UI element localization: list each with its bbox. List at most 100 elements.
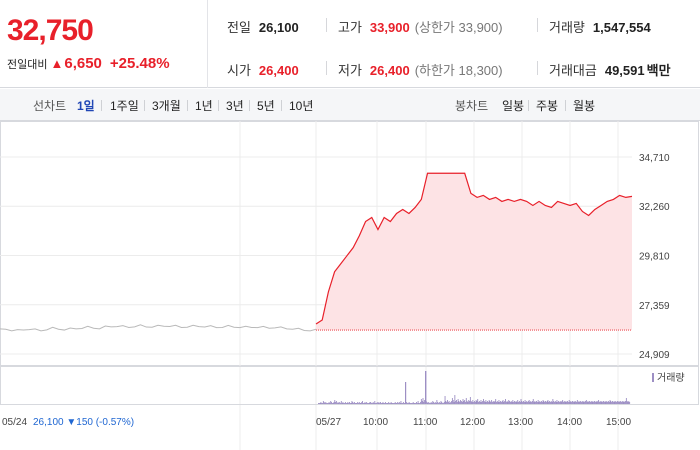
volume-legend-swatch bbox=[652, 373, 654, 382]
price-frame bbox=[0, 121, 699, 366]
candle-monthly[interactable]: 월봉 bbox=[573, 99, 596, 113]
volume-bar bbox=[536, 402, 538, 404]
volume-bar bbox=[575, 401, 577, 404]
candle-daily[interactable]: 일봉 bbox=[502, 99, 525, 113]
volume-bar bbox=[505, 399, 506, 404]
volume-bar bbox=[577, 402, 579, 404]
volume-bar bbox=[549, 401, 551, 404]
volume-bar bbox=[509, 402, 511, 404]
volume-bar bbox=[585, 400, 587, 404]
low-price: 저가 26,400 (하한가 18,300) bbox=[338, 60, 503, 79]
volume-bar bbox=[408, 402, 410, 404]
volume-bar bbox=[556, 400, 558, 404]
volume-bar bbox=[517, 400, 519, 404]
volume-bar bbox=[596, 402, 598, 404]
volume-bar bbox=[446, 402, 448, 404]
period-3m[interactable]: 3개월 bbox=[152, 99, 181, 113]
volume-bar bbox=[598, 400, 600, 404]
volume-bar bbox=[433, 402, 435, 404]
volume-bar bbox=[496, 402, 497, 404]
volume-bar bbox=[324, 403, 326, 404]
volume-bar bbox=[326, 403, 328, 404]
volume-bar bbox=[387, 403, 389, 404]
volume-bar bbox=[595, 401, 597, 404]
volume-bar bbox=[377, 403, 379, 404]
volume-bar bbox=[466, 401, 468, 404]
period-10y[interactable]: 10년 bbox=[289, 99, 314, 113]
period-1y[interactable]: 1년 bbox=[195, 99, 213, 113]
y-axis-labels: 34,710 32,260 29,810 27,359 24,909 bbox=[639, 153, 670, 361]
volume-bar bbox=[447, 402, 449, 404]
volume-bar bbox=[541, 402, 543, 404]
candle-chart-label: 봉차트 bbox=[455, 99, 489, 113]
volume-bar bbox=[514, 401, 515, 404]
period-1w[interactable]: 1주일 bbox=[110, 99, 139, 113]
volume-bar bbox=[442, 403, 444, 404]
divider bbox=[326, 18, 327, 32]
volume-bar bbox=[462, 399, 464, 404]
volume-bar bbox=[574, 402, 576, 404]
volume-bar bbox=[373, 403, 375, 404]
volume-bar bbox=[568, 400, 570, 404]
volume-bar bbox=[591, 402, 593, 404]
open-price: 시가 26,400 bbox=[227, 60, 299, 79]
period-5y[interactable]: 5년 bbox=[257, 99, 275, 113]
volume-bar bbox=[593, 402, 595, 404]
volume-bar bbox=[339, 402, 341, 404]
volume-bar bbox=[572, 401, 573, 404]
volume-bar bbox=[586, 402, 588, 404]
period-3y[interactable]: 3년 bbox=[226, 99, 244, 113]
volume-bar bbox=[398, 402, 400, 404]
volume-bar bbox=[576, 400, 578, 404]
volume-bar bbox=[367, 403, 369, 404]
volume-bar bbox=[384, 403, 386, 404]
volume-bar bbox=[616, 402, 618, 404]
volume-bar bbox=[333, 402, 335, 404]
volume-bar bbox=[349, 402, 350, 404]
volume-bar bbox=[520, 399, 522, 404]
upper-limit: (상한가 33,900) bbox=[414, 20, 503, 35]
volume-bar bbox=[455, 401, 457, 404]
volume-bar bbox=[420, 399, 422, 404]
volume-label: 거래량 bbox=[549, 20, 585, 35]
candle-weekly[interactable]: 주봉 bbox=[536, 99, 559, 113]
y-tick-label: 24,909 bbox=[639, 350, 670, 361]
volume-bar bbox=[558, 402, 560, 404]
volume-bar bbox=[346, 403, 348, 404]
volume-bar bbox=[452, 400, 454, 404]
current-price: 32,750 bbox=[7, 14, 94, 47]
volume-bar bbox=[416, 402, 417, 404]
volume-bar bbox=[478, 401, 480, 404]
volume-bar bbox=[451, 401, 453, 404]
volume-bar bbox=[603, 401, 604, 404]
volume-bar bbox=[406, 402, 408, 404]
volume-bar bbox=[607, 401, 609, 404]
volume-bar bbox=[439, 403, 441, 404]
volume-bar bbox=[552, 399, 554, 404]
volume-bar bbox=[573, 401, 575, 404]
period-1d[interactable]: 1일 bbox=[77, 99, 95, 113]
volume-bar bbox=[563, 402, 564, 404]
volume-bar bbox=[328, 402, 330, 404]
amount-unit: 백만 bbox=[646, 63, 671, 78]
volume-bar bbox=[562, 400, 564, 404]
volume-bar bbox=[465, 402, 466, 404]
high-price: 고가 33,900 (상한가 33,900) bbox=[338, 17, 503, 36]
volume-bar bbox=[470, 401, 472, 404]
volume-bar bbox=[347, 402, 349, 404]
volume-bar bbox=[318, 403, 319, 404]
volume-bar bbox=[375, 403, 377, 404]
x-tick-label: 15:00 bbox=[606, 417, 631, 428]
volume-bar bbox=[430, 402, 432, 404]
volume-bar bbox=[438, 402, 440, 404]
volume-bar bbox=[468, 400, 470, 404]
volume-bar bbox=[581, 401, 583, 404]
volume-bar bbox=[356, 403, 358, 404]
volume-bar bbox=[428, 402, 430, 404]
volume-bar bbox=[448, 401, 450, 404]
volume-bar bbox=[320, 402, 322, 404]
volume-bar bbox=[482, 401, 484, 404]
volume-bar bbox=[326, 403, 328, 404]
volume-bar bbox=[417, 401, 419, 404]
